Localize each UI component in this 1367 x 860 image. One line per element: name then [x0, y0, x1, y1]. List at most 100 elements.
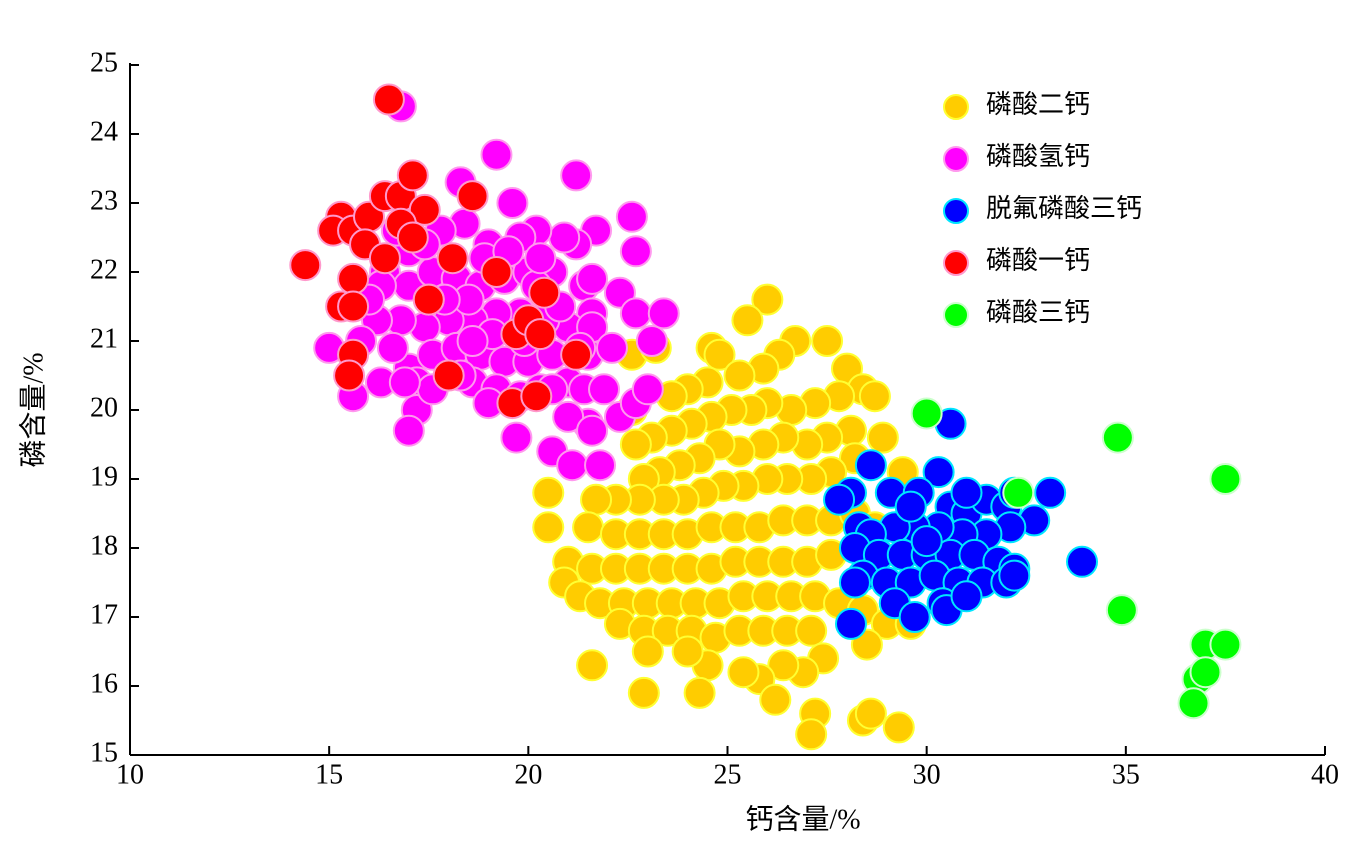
point [1101, 421, 1134, 454]
point [922, 456, 955, 489]
point [520, 380, 553, 413]
point [767, 649, 800, 682]
point [396, 159, 429, 192]
point [838, 566, 871, 599]
x-tick-label: 25 [714, 759, 742, 790]
legend-marker [943, 94, 969, 120]
point [412, 283, 445, 316]
point [556, 449, 589, 482]
x-tick-label: 35 [1112, 759, 1140, 790]
point [392, 414, 425, 447]
legend-label: 磷酸二钙 [986, 90, 1090, 119]
point [731, 304, 764, 337]
point [580, 483, 613, 516]
y-tick-label: 21 [90, 323, 118, 354]
y-tick-label: 17 [90, 599, 118, 630]
x-tick-label: 15 [315, 759, 343, 790]
point [496, 187, 529, 219]
point [524, 318, 557, 351]
point [436, 242, 469, 275]
point [376, 331, 409, 364]
point [894, 490, 927, 523]
legend-marker [943, 198, 969, 224]
point [548, 221, 581, 254]
point [560, 338, 593, 371]
point [619, 235, 652, 268]
point [751, 283, 784, 316]
point [500, 421, 533, 454]
x-tick-label: 40 [1311, 759, 1339, 790]
point [910, 525, 943, 558]
point [1034, 476, 1067, 509]
x-tick-label: 20 [514, 759, 542, 790]
point [532, 511, 565, 544]
y-tick-label: 24 [90, 116, 118, 147]
point [795, 614, 828, 647]
point [759, 683, 792, 716]
legend-label: 磷酸三钙 [986, 298, 1090, 327]
point [858, 380, 891, 413]
point [432, 359, 465, 392]
point [1189, 656, 1222, 689]
legend-marker [943, 146, 969, 172]
point [560, 159, 593, 192]
point [1105, 594, 1138, 627]
point [1209, 463, 1242, 495]
point [396, 221, 429, 254]
y-tick-label: 23 [90, 185, 118, 216]
point [337, 262, 370, 295]
point [635, 325, 668, 357]
point [950, 476, 983, 509]
point [727, 656, 760, 689]
point [388, 366, 421, 399]
y-tick-label: 16 [90, 668, 118, 699]
point [337, 290, 370, 323]
point [572, 511, 605, 544]
point [1002, 476, 1035, 509]
point [289, 249, 322, 282]
point [866, 421, 899, 454]
point [588, 373, 621, 406]
point [619, 297, 652, 330]
legend-label: 磷酸氢钙 [986, 142, 1090, 171]
point [703, 338, 736, 371]
point [619, 428, 652, 461]
point [408, 193, 441, 226]
point [480, 256, 513, 288]
point [615, 200, 648, 233]
point [998, 559, 1031, 592]
legend-label: 脱氟磷酸三钙 [986, 194, 1142, 223]
x-tick-label: 30 [913, 759, 941, 790]
point [584, 449, 617, 482]
point [898, 601, 931, 633]
y-tick-label: 22 [90, 254, 118, 285]
point [524, 242, 557, 275]
point [631, 373, 664, 406]
point [627, 676, 660, 709]
x-tick-label: 10 [116, 759, 144, 790]
point [528, 276, 561, 309]
point [333, 359, 366, 392]
point [910, 397, 943, 430]
y-tick-label: 15 [90, 737, 118, 768]
point [456, 325, 489, 357]
point [795, 718, 828, 751]
point [950, 580, 983, 613]
y-tick-label: 19 [90, 461, 118, 492]
point [456, 180, 489, 213]
point [671, 635, 704, 668]
point [1066, 545, 1099, 578]
point [854, 449, 887, 482]
point [1209, 628, 1242, 661]
y-tick-label: 18 [90, 530, 118, 561]
point [372, 83, 405, 116]
point [368, 242, 401, 275]
point [480, 138, 513, 171]
legend-label: 磷酸一钙 [986, 246, 1090, 275]
y-axis-label: 磷含量/% [17, 352, 49, 467]
point [683, 676, 716, 709]
legend-marker [943, 250, 969, 276]
point [811, 325, 844, 357]
point [595, 331, 628, 364]
